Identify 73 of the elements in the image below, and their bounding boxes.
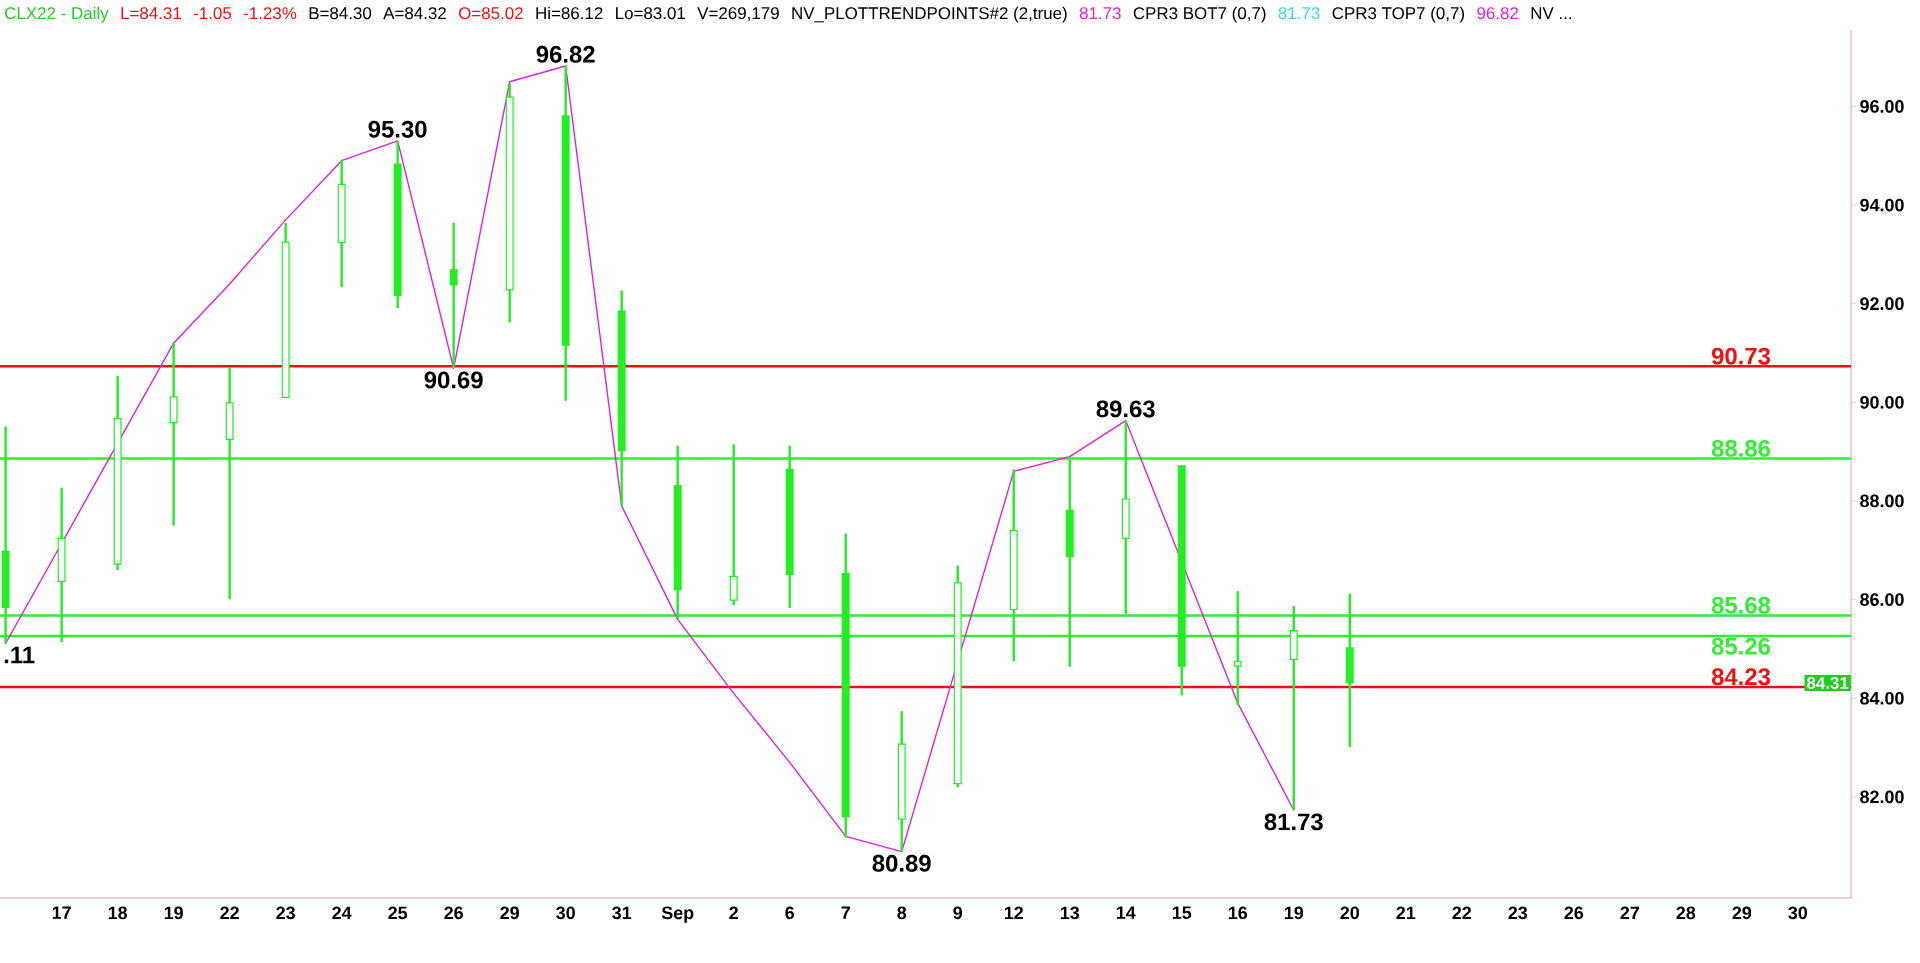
data-label: 81.73 [1264,813,1323,831]
ref-line-label: 90.73 [1711,347,1771,365]
x-tick-label: 31 [612,906,632,920]
x-tick-label: 29 [500,906,519,920]
text: NV ... [1531,7,1572,19]
x-tick-label: 26 [444,906,463,920]
x-tick-label: 12 [1004,906,1023,920]
y-tick-label: 92.00 [1860,297,1904,311]
text: 81.73 [1079,7,1121,20]
candlestick [449,221,458,370]
x-tick-label: 29 [1732,906,1752,920]
x-tick-label: 19 [164,906,183,920]
x-tick-label: 25 [388,906,408,920]
x-tick-label: 6 [785,906,795,920]
x-tick-label: 23 [1508,906,1528,920]
data-label: 89.63 [1096,400,1155,418]
text: Lo=83.01 [616,7,685,20]
annotation: .11 [4,646,35,664]
data-label: 95.30 [368,120,427,138]
text: -1.05 [193,7,232,20]
ref-line-label: 84.23 [1711,668,1771,686]
x-tick-label: 9 [953,906,963,920]
candlestick [1233,590,1242,707]
ref-line-label: 88.86 [1711,439,1771,457]
ref-line-label: 85.26 [1711,637,1771,655]
x-tick-label: 28 [1676,906,1696,920]
y-tick-label: 88.00 [1860,494,1904,508]
x-tick-label: 20 [1340,906,1359,920]
x-tick-label: 17 [52,906,71,919]
x-tick-label: 26 [1564,906,1584,920]
candlestick [729,443,738,607]
x-tick-label: 7 [841,906,850,919]
x-tick-label: 22 [1452,906,1472,920]
y-tick-label: 82.00 [1860,790,1904,804]
text: NV_PLOTTRENDPOINTS#2 (2,true) [792,6,1067,23]
x-tick-label: 22 [220,906,239,920]
y-tick-label: 84.00 [1860,691,1904,705]
x-tick-label: 24 [332,906,352,920]
chart-title: CLX22 - Daily [5,6,109,23]
y-tick-label: 94.00 [1860,198,1904,212]
x-tick-label: 23 [276,906,295,920]
x-tick-label: 19 [1284,906,1304,920]
x-tick-label: 30 [556,906,575,920]
x-tick-label: 18 [108,906,128,920]
x-tick-label: Sep [661,906,694,923]
x-tick-label: 30 [1788,906,1808,920]
x-tick-label: 16 [1228,906,1248,920]
text: B=84.30 [309,7,372,20]
ref-line-label: 85.68 [1711,596,1771,614]
text: Hi=86.12 [536,6,603,20]
text: CPR3 BOT7 (0,7) [1133,6,1266,23]
annotation: 84.31 [1806,676,1849,689]
x-tick-label: 14 [1116,906,1136,919]
text: A=84.32 [383,7,446,20]
data-label: 80.89 [872,854,931,872]
text: V=269,179 [697,7,779,22]
data-label: 96.82 [536,45,595,63]
x-tick-label: 13 [1060,906,1080,920]
y-tick-label: 90.00 [1860,395,1904,409]
x-tick-label: 15 [1172,906,1192,920]
data-label: 90.69 [424,371,483,389]
y-tick-label: 86.00 [1860,593,1904,606]
y-tick-label: 96.00 [1860,100,1904,113]
text: -1.23% [243,7,297,20]
text: 96.82 [1477,7,1518,20]
x-tick-label: 27 [1620,906,1639,920]
text: 81.73 [1278,7,1320,20]
text: L=84.31 [121,7,181,20]
x-tick-label: 21 [1396,906,1416,920]
text: CPR3 TOP7 (0,7) [1332,6,1464,23]
text: O=85.02 [458,7,523,20]
x-tick-label: 2 [729,906,738,920]
x-tick-label: 8 [897,906,907,920]
